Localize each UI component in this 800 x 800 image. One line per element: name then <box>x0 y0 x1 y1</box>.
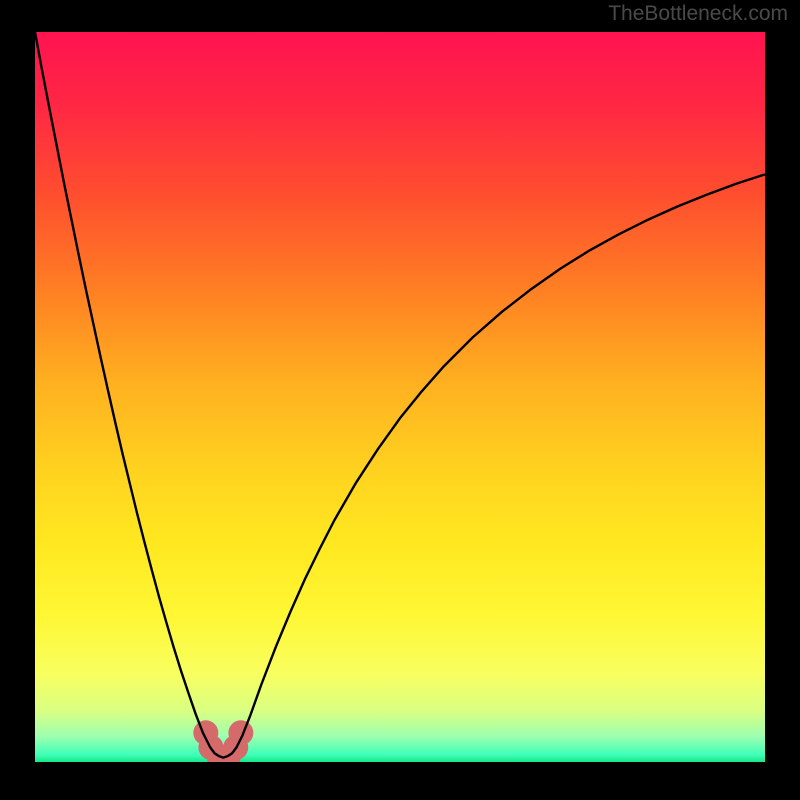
chart-container: TheBottleneck.com <box>0 0 800 800</box>
valley-marker <box>228 720 253 745</box>
watermark-text: TheBottleneck.com <box>608 2 788 26</box>
chart-svg <box>0 0 800 800</box>
plot-area <box>35 32 765 762</box>
